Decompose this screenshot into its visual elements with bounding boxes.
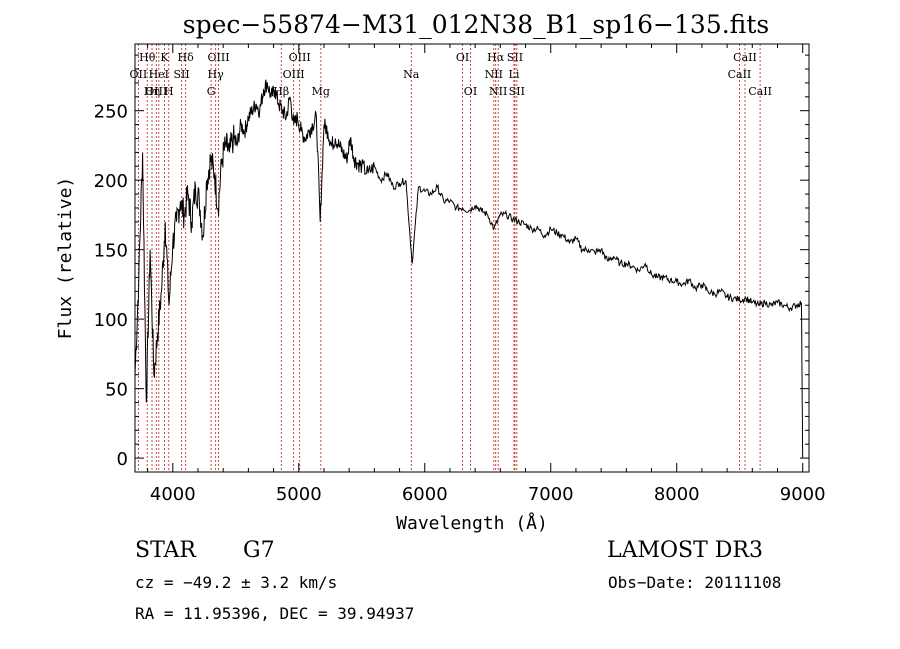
y-tick-label: 200 xyxy=(94,171,128,192)
object-class: STAR xyxy=(135,538,196,563)
line-label: Na xyxy=(403,68,420,81)
y-tick-label: 50 xyxy=(105,380,128,401)
line-label: Hδ xyxy=(178,51,195,64)
line-label: NII xyxy=(489,85,507,98)
line-label: OII xyxy=(130,68,148,81)
line-label: OI xyxy=(464,85,477,98)
x-tick-label: 4000 xyxy=(150,484,196,505)
line-label: OIII xyxy=(145,85,167,98)
x-axis-label: Wavelength (Å) xyxy=(396,512,548,534)
line-label: NII xyxy=(485,68,503,81)
object-subclass: G7 xyxy=(243,538,275,563)
y-tick-label: 0 xyxy=(117,449,128,470)
chart-title: spec−55874−M31_012N38_B1_sp16−135.fits xyxy=(183,10,769,39)
x-tick-label: 9000 xyxy=(780,484,826,505)
line-label: Hγ xyxy=(208,68,225,81)
obs-date: Obs−Date: 20111108 xyxy=(608,573,782,592)
line-label: H xyxy=(164,85,174,98)
y-tick-label: 150 xyxy=(94,241,128,262)
line-label: CaII xyxy=(728,68,752,81)
x-tick-label: 5000 xyxy=(276,484,322,505)
line-label: OIII xyxy=(289,51,311,64)
survey-label: LAMOST DR3 xyxy=(607,538,763,563)
y-axis-label: Flux (relative) xyxy=(55,177,76,340)
line-label: SII xyxy=(173,68,189,81)
line-label: Mg xyxy=(312,85,330,98)
x-tick-label: 8000 xyxy=(654,484,700,505)
coordinates: RA = 11.95396, DEC = 39.94937 xyxy=(135,604,415,623)
line-label: Li xyxy=(509,68,520,81)
y-tick-label: 100 xyxy=(94,310,128,331)
line-label: OIII xyxy=(207,51,229,64)
plot-frame xyxy=(134,43,810,473)
line-label: CaII xyxy=(733,51,757,64)
line-label: SII xyxy=(509,85,525,98)
line-label: Hθ xyxy=(139,51,156,64)
line-label: OI xyxy=(456,51,469,64)
line-label: SII xyxy=(507,51,523,64)
line-label: HeI xyxy=(149,68,169,81)
line-label: CaII xyxy=(748,85,772,98)
x-tick-label: 7000 xyxy=(528,484,574,505)
line-label: G xyxy=(207,85,216,98)
redshift-cz: cz = −49.2 ± 3.2 km/s xyxy=(135,573,338,592)
line-label: Hα xyxy=(487,51,505,64)
line-label: Hη xyxy=(144,85,160,98)
spectrum-line xyxy=(134,79,804,459)
line-label: K xyxy=(160,51,169,64)
y-tick-label: 250 xyxy=(94,102,128,123)
x-tick-label: 6000 xyxy=(402,484,448,505)
line-label: OIII xyxy=(283,68,305,81)
